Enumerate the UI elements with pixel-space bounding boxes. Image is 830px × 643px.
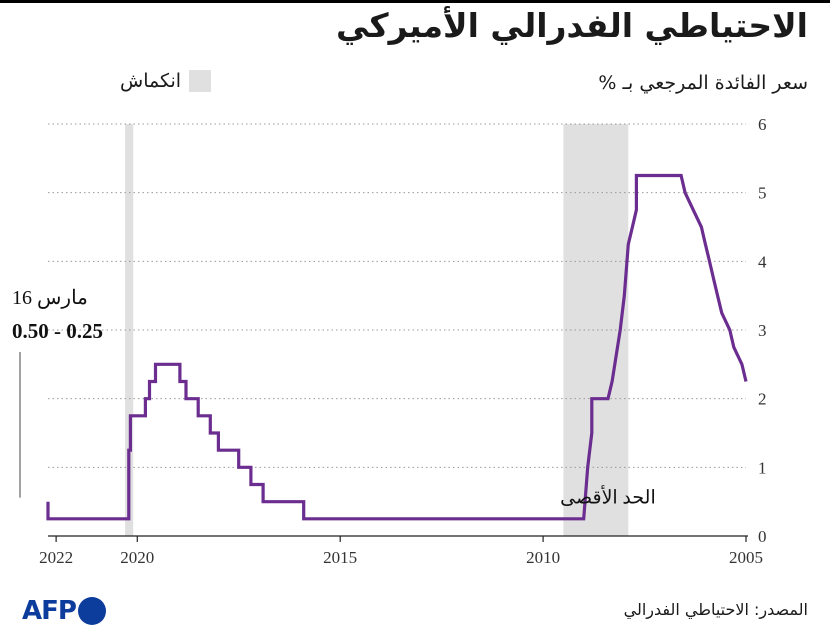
legend-swatch-recession bbox=[189, 70, 212, 92]
logo-text: AFP bbox=[22, 596, 77, 626]
x-tick-label: 2022 bbox=[39, 548, 73, 567]
y-tick-label: 2 bbox=[758, 390, 767, 409]
y-tick-label: 4 bbox=[758, 252, 767, 271]
annotation-range: 0.50 - 0.25 bbox=[12, 319, 103, 343]
y-tick-label: 5 bbox=[758, 184, 767, 203]
y-tick-label: 1 bbox=[758, 458, 767, 477]
x-tick-label: 2005 bbox=[729, 548, 763, 567]
legend: انكماش bbox=[120, 70, 212, 92]
x-tick-label: 2020 bbox=[120, 548, 154, 567]
x-tick-label: 2010 bbox=[526, 548, 560, 567]
y-tick-label: 3 bbox=[758, 321, 767, 340]
source-note: المصدر: الاحتياطي الفدرالي bbox=[623, 600, 808, 619]
afp-logo: AFP bbox=[22, 596, 106, 626]
annotation-upper-bound: الحد الأقصى bbox=[560, 484, 656, 508]
chart-subtitle: سعر الفائدة المرجعي بـ % bbox=[598, 72, 808, 94]
annotation-date: 16 مارس bbox=[12, 287, 88, 309]
top-rule bbox=[0, 0, 830, 3]
y-tick-label: 6 bbox=[758, 115, 767, 134]
page-title: الاحتياطي الفدرالي الأميركي bbox=[336, 6, 808, 45]
logo-dot-icon bbox=[77, 597, 106, 625]
y-tick-label: 0 bbox=[758, 527, 767, 546]
recession-band bbox=[563, 124, 629, 536]
x-tick-label: 2015 bbox=[323, 548, 357, 567]
rate-series-line bbox=[46, 173, 748, 521]
rate-chart: 0 1 2 3 4 5 6 2005 2010 2015 2020 2022 الحد الأقصى 16… bbox=[12, 115, 767, 567]
legend-label: انكماش bbox=[120, 70, 182, 92]
